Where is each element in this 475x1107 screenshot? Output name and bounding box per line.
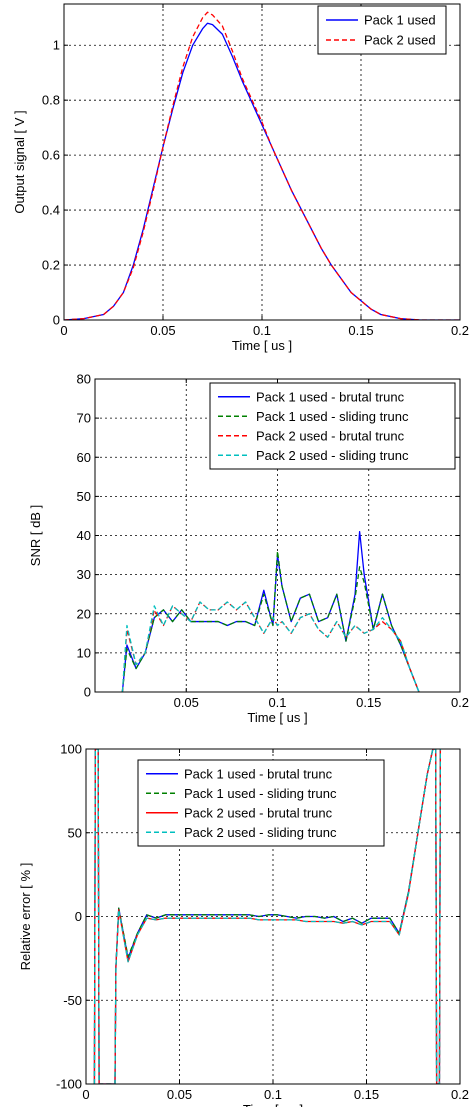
y-axis-label: Relative error [ % ]: [18, 863, 33, 971]
y-tick-label: 0.2: [42, 258, 60, 273]
x-axis-label: Time [ us ]: [243, 1102, 303, 1107]
y-tick-label: 10: [77, 645, 91, 660]
y-tick-label: 60: [77, 450, 91, 465]
legend-label-1: Pack 1 used - brutal trunc: [256, 389, 405, 404]
x-axis-label: Time [ us ]: [232, 338, 292, 353]
legend-box: [137, 759, 385, 847]
legend: Pack 1 used - brutal trunc Pack 1 used - …: [137, 759, 385, 847]
x-tick-label: 0: [60, 323, 67, 338]
legend-label-4: Pack 2 used - sliding trunc: [256, 448, 409, 463]
legend-label-2: Pack 1 used - sliding trunc: [256, 409, 409, 424]
legend-label-2: Pack 2 used: [364, 33, 436, 48]
x-tick-label: 0.05: [167, 1087, 192, 1102]
legend: Pack 1 used Pack 2 used: [317, 5, 447, 55]
y-tick-label: 0.8: [42, 93, 60, 108]
output-signal-chart: 0 0.05 0.1 0.15 0.2 0 0.2 0.4 0.6 0.8 1 Time [ us ]…: [12, 3, 469, 353]
x-axis-label: Time [ us ]: [247, 710, 307, 725]
series-line-3: [93, 749, 442, 1084]
x-tick-label: 0.05: [150, 323, 175, 338]
y-tick-label: 30: [77, 567, 91, 582]
plot-area: [64, 4, 460, 320]
x-tick-label: 0.1: [264, 1087, 282, 1102]
y-tick-label: 20: [77, 606, 91, 621]
y-axis-label: SNR [ dB ]: [28, 505, 43, 566]
y-tick-label: 0: [84, 685, 91, 700]
y-tick-label: 50: [77, 489, 91, 504]
x-tick-label: 0.2: [451, 323, 469, 338]
y-tick-label: 40: [77, 528, 91, 543]
y-axis-label: Output signal [ V ]: [12, 110, 27, 213]
x-tick-label: 0: [82, 1087, 89, 1102]
legend-box: [209, 382, 456, 470]
y-tick-label: 0.4: [42, 203, 60, 218]
legend-label-1: Pack 1 used: [364, 13, 436, 28]
legend-box: [317, 5, 447, 55]
series-line-2: [64, 11, 460, 320]
y-tick-label: 50: [68, 825, 82, 840]
x-tick-label: 0.2: [451, 1087, 469, 1102]
x-tick-label: 0.05: [174, 695, 199, 710]
y-tick-label: 70: [77, 411, 91, 426]
legend-label-3: Pack 2 used - brutal trunc: [256, 428, 405, 443]
relative-error-chart: 0 0.05 0.1 0.15 0.2 -100 -50 0 50 100 Time [ us ] R…: [18, 742, 469, 1107]
x-tick-label: 0.1: [253, 323, 271, 338]
y-tick-label: 100: [60, 742, 82, 757]
x-tick-label: 0.15: [348, 323, 373, 338]
y-tick-label: 0: [53, 313, 60, 328]
legend: Pack 1 used - brutal trunc Pack 1 used - …: [209, 382, 456, 470]
y-tick-label: 0: [75, 909, 82, 924]
series-line-1: [121, 530, 420, 692]
legend-label-2: Pack 1 used - sliding trunc: [184, 786, 337, 801]
y-tick-label: 1: [53, 38, 60, 53]
x-tick-label: 0.15: [354, 1087, 379, 1102]
y-tick-label: 0.6: [42, 148, 60, 163]
snr-chart: 0.05 0.1 0.15 0.2 0 10 20 30 40 50 60 70 80 Time [ us…: [28, 372, 469, 726]
legend-label-4: Pack 2 used - sliding trunc: [184, 825, 337, 840]
x-tick-label: 0.1: [268, 695, 286, 710]
x-tick-label: 0.2: [451, 695, 469, 710]
series-line-2: [121, 550, 420, 692]
series-line-4: [121, 601, 420, 692]
y-tick-label: -100: [56, 1077, 82, 1092]
legend-label-3: Pack 2 used - brutal trunc: [184, 805, 333, 820]
y-tick-label: 80: [77, 372, 91, 387]
y-tick-label: -50: [63, 993, 82, 1008]
x-tick-label: 0.15: [356, 695, 381, 710]
legend-label-1: Pack 1 used - brutal trunc: [184, 766, 333, 781]
